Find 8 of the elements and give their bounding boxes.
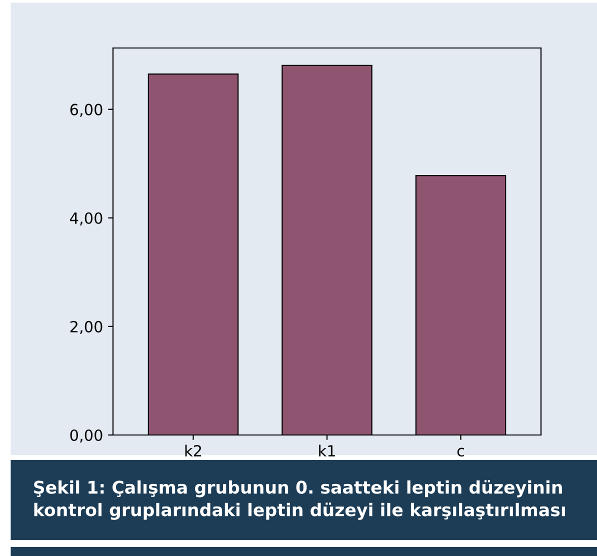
y-tick-label: 2,00 (70, 320, 102, 334)
x-tick-label: c (457, 448, 464, 457)
y-tick-label: 6,00 (70, 104, 102, 117)
y-tick-label: 0,00 (70, 429, 102, 443)
x-tick-label: k2 (185, 444, 202, 456)
y-tick-label: 4,00 (70, 212, 102, 226)
text: Şekil 1: Çalışma grubunun 0. saatteki leptin düzeyinin kontrol gruplarındaki leptin düzeyi ile karşılaştırılması (34, 480, 565, 520)
x-tick-label: k1 (319, 444, 335, 456)
